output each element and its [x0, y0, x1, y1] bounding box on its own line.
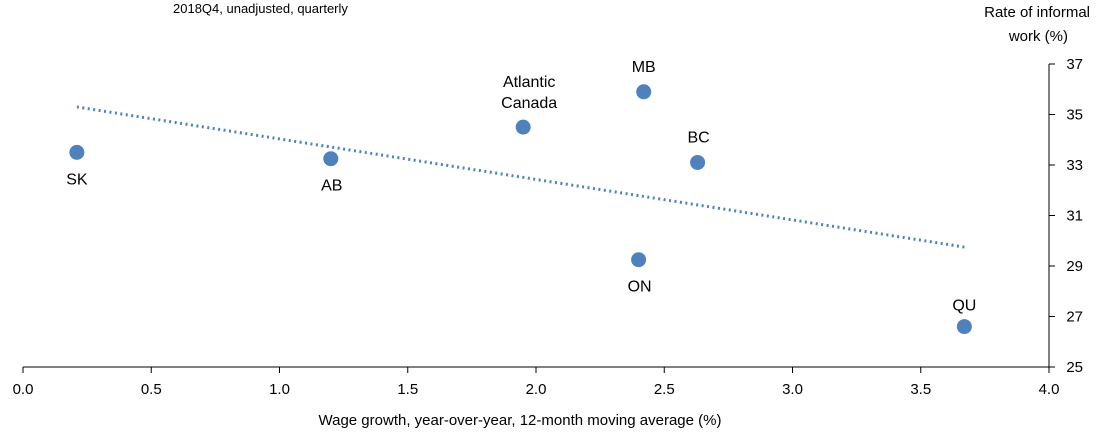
y-tick-label: 29 — [1066, 258, 1083, 275]
data-point — [323, 151, 339, 167]
y-tick-label: 27 — [1066, 309, 1083, 326]
trend-line — [76, 105, 965, 249]
data-point-label: AB — [321, 178, 342, 195]
y-axis-title-line-1: Rate of informal — [984, 4, 1090, 21]
data-point-labels: SK AB Atlantic Canada MB BC ON QU — [66, 59, 976, 315]
y-tick-label: 31 — [1066, 208, 1083, 225]
data-point-label: BC — [687, 129, 709, 146]
y-tick-label: 37 — [1066, 56, 1083, 73]
x-tick-label: 3.5 — [910, 381, 931, 398]
x-tick-label: 0.5 — [141, 381, 162, 398]
data-point — [69, 144, 85, 160]
x-tick-label: 2.5 — [654, 381, 675, 398]
data-point — [631, 252, 647, 268]
data-point — [956, 319, 972, 335]
x-tick-label: 1.5 — [397, 381, 418, 398]
data-point-label: MB — [632, 59, 656, 76]
x-axis-title: Wage growth, year-over-year, 12-month mo… — [319, 412, 722, 429]
data-points — [69, 84, 972, 335]
data-point — [636, 84, 652, 100]
y-tick-label: 35 — [1066, 107, 1083, 124]
data-point-label: Atlantic — [503, 74, 555, 91]
x-tick-label: 4.0 — [1039, 381, 1060, 398]
x-tick-label: 1.0 — [269, 381, 290, 398]
x-tick-label: 0.0 — [13, 381, 34, 398]
y-tick-label: 33 — [1066, 157, 1083, 174]
data-point-label: SK — [66, 171, 88, 188]
data-point-label: ON — [628, 279, 652, 296]
data-point — [515, 119, 531, 135]
data-point-label: QU — [952, 298, 976, 315]
x-axis-ticks: 0.0 0.5 1.0 1.5 2.0 2.5 3.0 3.5 4.0 — [13, 367, 1060, 398]
data-point — [690, 154, 706, 170]
y-axis-ticks: 25 27 29 31 33 35 37 — [1049, 56, 1083, 376]
x-tick-label: 2.0 — [526, 381, 547, 398]
chart-subtitle: 2018Q4, unadjusted, quarterly — [173, 1, 348, 16]
y-axis-title-line-2: work (%) — [1008, 28, 1068, 45]
x-tick-label: 3.0 — [782, 381, 803, 398]
y-tick-label: 25 — [1066, 359, 1083, 376]
data-point-label: Canada — [501, 95, 557, 112]
